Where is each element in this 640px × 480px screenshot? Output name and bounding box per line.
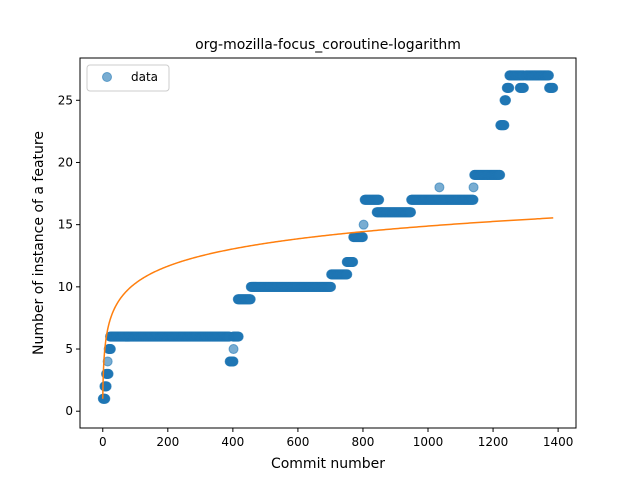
x-tick-label: 800 xyxy=(352,435,375,449)
chart-title: org-mozilla-focus_coroutine-logarithm xyxy=(195,37,461,53)
fit-line xyxy=(102,217,554,399)
x-tick-label: 0 xyxy=(99,435,107,449)
plot-frame xyxy=(79,57,577,429)
data-point xyxy=(105,344,116,355)
y-tick-label: 5 xyxy=(65,342,73,356)
legend-label-data: data xyxy=(131,70,158,84)
data-point xyxy=(342,269,353,280)
data-point xyxy=(544,70,554,81)
data-point xyxy=(434,182,445,193)
y-tick-label: 10 xyxy=(58,280,73,294)
y-tick-label: 0 xyxy=(65,404,73,418)
data-point xyxy=(501,95,512,106)
legend-box xyxy=(86,64,170,92)
data-point xyxy=(468,194,479,205)
data-point xyxy=(228,344,239,355)
data-point xyxy=(357,232,368,243)
legend: data xyxy=(86,64,170,92)
data-point xyxy=(358,219,369,230)
legend-marker-data xyxy=(102,72,112,82)
x-tick-label: 400 xyxy=(221,435,244,449)
data-point xyxy=(548,82,559,93)
y-tick-label: 25 xyxy=(58,93,73,107)
y-tick-label: 15 xyxy=(58,218,73,232)
y-tick-label: 20 xyxy=(58,155,73,169)
data-point xyxy=(233,331,244,342)
data-point xyxy=(504,82,515,93)
data-point xyxy=(374,194,385,205)
data-point xyxy=(499,120,510,131)
x-tick-label: 200 xyxy=(156,435,179,449)
x-tick-label: 1000 xyxy=(413,435,444,449)
x-axis-ticks: 0 200 400 600 800 1000 1200 1400 xyxy=(99,428,573,449)
data-point xyxy=(495,169,506,180)
data-point xyxy=(468,182,479,193)
fit-curve xyxy=(102,217,554,399)
x-tick-label: 1200 xyxy=(478,435,509,449)
x-tick-label: 600 xyxy=(286,435,309,449)
scatter-points xyxy=(97,70,559,404)
y-axis-ticks: 0 5 10 15 20 25 xyxy=(58,93,80,418)
data-point xyxy=(348,256,359,267)
x-axis-label: Commit number xyxy=(271,456,385,472)
y-axis-label: Number of instance of a feature xyxy=(31,131,47,355)
data-point xyxy=(406,207,417,218)
data-point xyxy=(103,368,114,379)
data-point xyxy=(518,82,529,93)
data-point xyxy=(228,356,239,367)
data-point xyxy=(326,281,337,292)
data-point xyxy=(101,381,112,392)
x-tick-label: 1400 xyxy=(543,435,574,449)
data-point xyxy=(245,294,256,305)
plot-area xyxy=(97,70,559,404)
